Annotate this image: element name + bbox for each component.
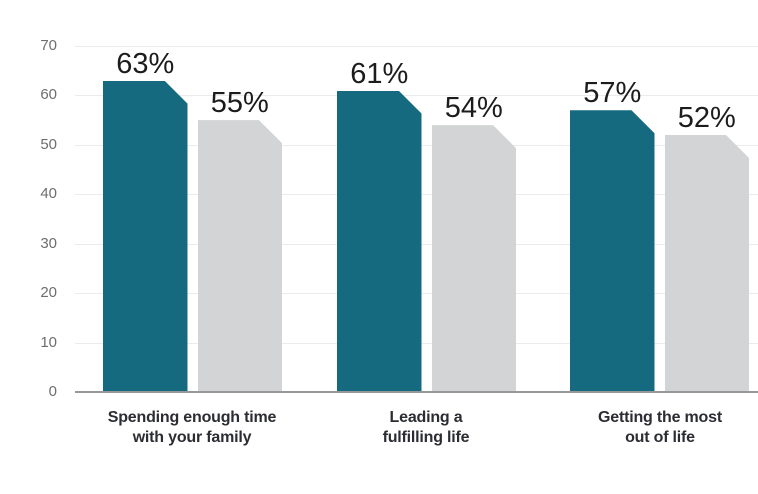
x-axis-category-line: Spending enough time <box>107 409 277 426</box>
bar-group: 61% 54% <box>337 46 516 392</box>
x-axis-category-label: Leading a fulfilling life <box>296 408 556 448</box>
y-axis-tick-label: 20 <box>40 284 57 302</box>
bar-group: 57% 52% <box>570 46 749 392</box>
bar-column: 57% <box>570 77 655 392</box>
bar-series-gray <box>432 125 517 392</box>
gridline <box>75 46 758 47</box>
plot-area: 63% 55% 61% 54% 57% 52% <box>75 46 758 393</box>
x-axis-category-label: Getting the most out of life <box>530 408 758 448</box>
y-axis-tick-label: 70 <box>40 37 57 54</box>
y-axis-tick-label: 60 <box>40 86 57 104</box>
bar-group: 63% 55% <box>103 46 282 392</box>
x-axis-category-line: Leading a <box>389 409 463 426</box>
x-axis-category-line: fulfilling life <box>382 429 470 446</box>
bar-column: 63% <box>103 48 188 392</box>
bar-series-teal <box>570 110 655 392</box>
bar-value-label: 61% <box>350 57 409 90</box>
x-axis-line <box>75 391 758 393</box>
bar-column: 52% <box>665 102 750 392</box>
bar-series-teal <box>103 81 188 392</box>
bar-value-label: 54% <box>444 92 503 125</box>
y-axis-tick-label: 30 <box>40 234 57 252</box>
x-axis-category-line: out of life <box>625 429 695 446</box>
bar-value-label: 57% <box>583 77 642 110</box>
gridline <box>75 95 758 97</box>
bar-column: 61% <box>337 58 422 393</box>
bar-column: 55% <box>198 87 283 392</box>
bar-value-label: 52% <box>677 101 736 134</box>
y-axis-tick-label: 40 <box>40 185 57 203</box>
bar-column: 54% <box>432 92 517 392</box>
bar-value-label: 63% <box>116 47 175 80</box>
bar-series-gray <box>198 120 283 392</box>
x-axis-category-line: Getting the most <box>598 409 722 426</box>
bar-series-gray <box>665 135 750 392</box>
bar-value-label: 55% <box>210 87 269 120</box>
y-axis-tick-label: 50 <box>40 135 57 153</box>
y-axis-tick-label: 0 <box>48 383 57 400</box>
x-axis-category-line: with your family <box>132 429 252 446</box>
bar-series-teal <box>337 91 422 393</box>
y-axis-tick-label: 10 <box>40 333 57 351</box>
x-axis-category-label: Spending enough time with your family <box>62 408 322 448</box>
